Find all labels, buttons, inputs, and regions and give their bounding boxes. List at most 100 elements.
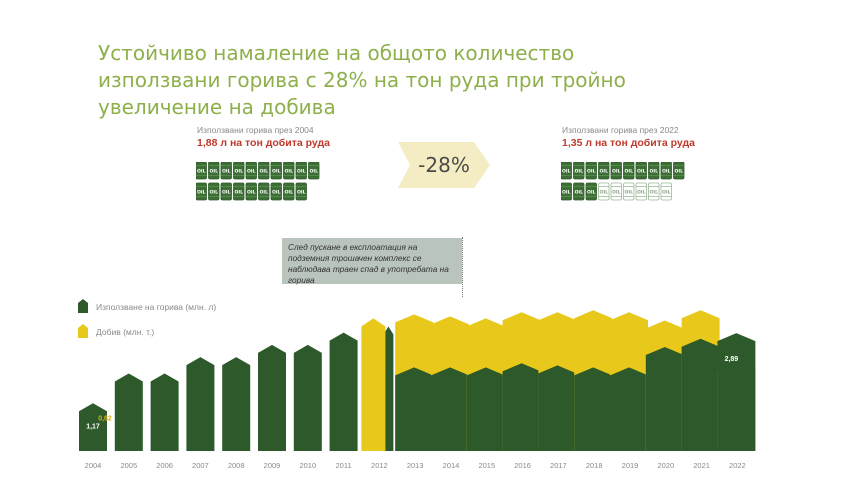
bar-fuel-2012 (383, 326, 394, 451)
legend-fuel-label: Използване на горива (млн. л) (96, 302, 217, 312)
bar-group-2021 (681, 310, 720, 451)
bar-group-2020 (645, 320, 684, 451)
bar-production-2012 (361, 318, 386, 451)
barrel-full: OIL (610, 162, 622, 180)
legend-fuel-swatch (78, 299, 88, 313)
barrel-full: OIL (270, 182, 282, 201)
bar-group-2014 (431, 316, 469, 451)
tick-label-2008: 2008 (228, 461, 245, 470)
bar-production-2017 (538, 312, 577, 451)
barrel-full: OIL (573, 162, 585, 180)
barrel-full: OIL (585, 162, 597, 180)
data-label-2022-fuel: 2,89 (725, 356, 739, 363)
svg-text:OIL: OIL (247, 190, 256, 196)
tick-label-2018: 2018 (586, 461, 603, 470)
data-label-2004-production: 0,62 (98, 416, 112, 423)
bar-production-2020 (645, 320, 684, 451)
bar-group-2012 (361, 318, 394, 451)
barrel-full: OIL (585, 182, 597, 201)
svg-text:OIL: OIL (599, 169, 608, 175)
bar-fuel-2018 (574, 367, 613, 451)
svg-text:OIL: OIL (587, 190, 596, 196)
bar-group-2016 (502, 312, 541, 451)
svg-text:OIL: OIL (259, 190, 268, 196)
barrel-full: OIL (598, 162, 610, 180)
bar-production-2008 (234, 395, 250, 451)
bar-group-2011 (329, 332, 358, 451)
bar-group-2015 (466, 318, 505, 451)
tick-label-2019: 2019 (622, 461, 639, 470)
bar-production-2007 (198, 393, 214, 451)
svg-text:OIL: OIL (247, 169, 256, 175)
svg-text:OIL: OIL (624, 190, 633, 196)
svg-text:OIL: OIL (662, 190, 671, 196)
right-panel-value: 1,35 л на тон добита руда (562, 137, 695, 149)
bar-group-2010 (293, 344, 322, 451)
tick-label-2014: 2014 (443, 461, 460, 470)
bar-group-2009 (258, 344, 286, 451)
barrel-full: OIL (295, 182, 307, 201)
bar-group-2022 (717, 333, 756, 451)
bar-production-2015 (466, 318, 505, 451)
barrel-full: OIL (220, 182, 232, 201)
bar-group-2004 (79, 403, 107, 451)
bar-fuel-2015 (466, 367, 505, 451)
bar-production-2011 (341, 363, 357, 451)
barrel-full: OIL (220, 162, 232, 180)
tick-label-2017: 2017 (550, 461, 567, 470)
barrel-empty: OIL (623, 182, 635, 201)
bar-group-2018 (574, 310, 613, 451)
barrel-full: OIL (283, 182, 295, 201)
barrel-full: OIL (196, 162, 207, 180)
svg-text:OIL: OIL (662, 169, 671, 175)
barrel-empty: OIL (660, 182, 672, 201)
svg-text:OIL: OIL (587, 169, 596, 175)
bar-production-2010 (305, 375, 322, 451)
bar-fuel-2014 (431, 367, 469, 451)
barrel-empty: OIL (610, 182, 622, 201)
chart-title: Устойчиво намаление на общото количество… (98, 41, 626, 119)
svg-text:OIL: OIL (272, 169, 281, 175)
legend-production-label: Добив (млн. т.) (96, 327, 155, 337)
barrel-full: OIL (208, 182, 220, 201)
svg-text:OIL: OIL (637, 190, 646, 196)
left-panel-value: 1,88 л на тон добита руда (197, 137, 330, 149)
tick-label-2012: 2012 (371, 461, 388, 470)
svg-text:OIL: OIL (574, 190, 583, 196)
bar-fuel-2009 (258, 344, 286, 451)
bar-group-2006 (150, 373, 179, 451)
barrel-full: OIL (673, 162, 685, 180)
svg-text:OIL: OIL (284, 169, 293, 175)
tick-label-2022: 2022 (729, 461, 746, 470)
bar-group-2017 (538, 312, 577, 451)
bar-group-2019 (610, 312, 648, 451)
right-panel-label: Използвани горива през 2022 (562, 125, 679, 135)
svg-text:OIL: OIL (562, 169, 571, 175)
annotation-line (462, 237, 463, 297)
reduction-arrow (398, 142, 490, 188)
bar-production-2019 (610, 312, 648, 451)
tick-label-2004: 2004 (85, 461, 102, 470)
barrel-full: OIL (283, 162, 295, 180)
bar-fuel-2022 (717, 333, 756, 451)
bar-fuel-2008 (222, 357, 251, 451)
svg-text:OIL: OIL (234, 190, 243, 196)
bar-fuel-2005 (114, 373, 143, 451)
tick-label-2010: 2010 (299, 461, 316, 470)
bar-fuel-2004 (79, 403, 107, 451)
tick-label-2005: 2005 (120, 461, 137, 470)
bar-fuel-2006 (150, 373, 179, 451)
barrel-full: OIL (561, 162, 572, 180)
tick-label-2009: 2009 (264, 461, 281, 470)
svg-text:OIL: OIL (637, 169, 646, 175)
barrel-full: OIL (258, 162, 270, 180)
svg-text:OIL: OIL (649, 190, 658, 196)
barrel-full: OIL (561, 182, 572, 201)
tick-label-2007: 2007 (192, 461, 209, 470)
tick-label-2015: 2015 (478, 461, 495, 470)
reduction-value: -28% (418, 153, 470, 177)
bar-production-2009 (270, 385, 286, 451)
barrel-full: OIL (270, 162, 282, 180)
bar-fuel-2007 (186, 357, 215, 451)
